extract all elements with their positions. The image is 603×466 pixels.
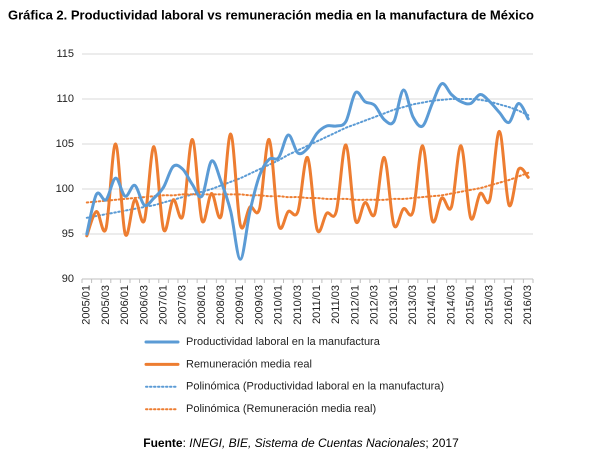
x-tick-label: 2015/01	[465, 285, 477, 325]
x-tick-label: 2010/03	[292, 285, 304, 325]
series-line	[85, 129, 530, 238]
x-tick-label: 2014/03	[445, 285, 457, 325]
source-label: Fuente	[143, 436, 183, 450]
x-tick-label: 2016/03	[522, 285, 534, 325]
series-line	[85, 82, 530, 261]
x-tick-label: 2005/03	[100, 285, 112, 325]
x-tick-label: 2016/01	[503, 285, 515, 325]
x-tick-label: 2011/03	[330, 285, 342, 324]
x-tick-label: 2015/03	[484, 285, 496, 325]
source-rest: ; 2017	[425, 436, 459, 450]
x-tick-label: 2008/01	[196, 285, 208, 325]
x-tick-label: 2009/01	[234, 285, 246, 325]
x-tick-label: 2013/03	[407, 285, 419, 325]
y-tick-label: 115	[56, 48, 74, 60]
y-tick-label: 90	[62, 273, 74, 285]
y-tick-label: 100	[56, 183, 74, 195]
x-tick-label: 2010/01	[273, 285, 285, 325]
x-tick-label: 2006/01	[119, 285, 131, 325]
chart-title: Gráfica 2. Productividad laboral vs remu…	[8, 7, 534, 22]
x-tick-label: 2005/01	[81, 285, 93, 325]
x-tick-label: 2008/03	[215, 285, 227, 325]
source-note: Fuente: INEGI, BIE, Sistema de Cuentas N…	[143, 436, 459, 450]
x-tick-label: 2009/03	[253, 285, 265, 325]
source-text: INEGI, BIE, Sistema de Cuentas Nacionale…	[189, 436, 425, 450]
legend-label: Polinómica (Productividad laboral en la …	[186, 381, 444, 393]
legend-label: Polinómica (Remuneración media real)	[186, 403, 376, 415]
x-tick-label: 2007/01	[157, 285, 169, 325]
legend-label: Productividad laboral en la manufactura	[186, 336, 381, 348]
x-tick-label: 2006/03	[138, 285, 150, 325]
legend-label: Remuneración media real	[186, 358, 312, 370]
x-tick-label: 2013/01	[388, 285, 400, 325]
y-tick-label: 110	[56, 93, 74, 105]
source-separator: :	[183, 436, 190, 450]
y-tick-label: 95	[62, 228, 74, 240]
x-tick-label: 2007/03	[177, 285, 189, 325]
x-tick-label: 2012/03	[369, 285, 381, 325]
y-tick-label: 105	[56, 138, 74, 150]
x-tick-label: 2014/01	[426, 285, 438, 325]
x-tick-label: 2011/01	[311, 285, 323, 324]
x-tick-label: 2012/01	[349, 285, 361, 325]
